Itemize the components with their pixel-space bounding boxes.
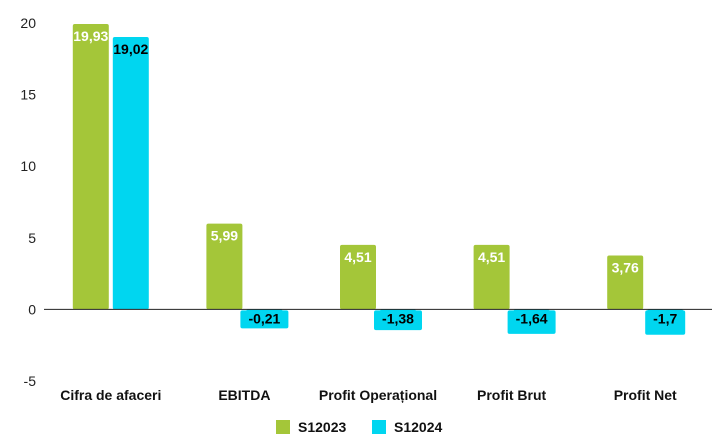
category-label: Profit Operațional <box>319 387 437 403</box>
data-label: -1,64 <box>516 310 548 326</box>
bar-s12023-2[interactable] <box>206 223 243 310</box>
y-axis: -5 0 5 10 15 20 <box>20 15 36 389</box>
category-label: Profit Net <box>614 387 677 403</box>
category-label: EBITDA <box>218 387 270 403</box>
y-tick-label: 20 <box>20 15 36 31</box>
legend-label-s12023: S12023 <box>298 419 346 435</box>
data-label: 4,51 <box>478 249 505 265</box>
data-label: -1,7 <box>653 310 677 326</box>
legend: S12023 S12024 <box>276 419 442 435</box>
y-tick-label: 5 <box>28 230 36 246</box>
bars <box>72 24 684 334</box>
legend-swatch-s12023 <box>276 420 290 434</box>
bar-s12023-1[interactable] <box>72 24 109 310</box>
y-tick-label: 10 <box>20 158 36 174</box>
label-background <box>240 310 289 329</box>
data-label: 5,99 <box>211 228 238 244</box>
y-tick-label: 15 <box>20 87 36 103</box>
legend-label-s12024: S12024 <box>394 419 442 435</box>
data-label: -0,21 <box>248 310 280 326</box>
label-background <box>645 310 686 335</box>
label-background <box>374 310 422 331</box>
bar-s12023-5[interactable] <box>607 255 644 310</box>
data-label: 3,76 <box>612 260 639 276</box>
legend-swatch-s12024 <box>372 420 386 434</box>
label-background <box>507 310 556 334</box>
category-label: Profit Brut <box>477 387 547 403</box>
y-tick-label: -5 <box>24 373 37 389</box>
bar-s12023-4[interactable] <box>473 244 510 310</box>
bar-s12023-3[interactable] <box>340 244 376 310</box>
y-tick-label: 0 <box>28 301 36 317</box>
bar-s12024-1[interactable] <box>112 37 149 310</box>
category-label: Cifra de afaceri <box>60 387 161 403</box>
data-label: -1,38 <box>382 310 414 326</box>
data-label: 4,51 <box>344 249 371 265</box>
x-axis: Cifra de afaceri EBITDA Profit Operațional… <box>60 387 677 403</box>
data-label: 19,02 <box>113 41 148 57</box>
data-label: 19,93 <box>73 28 108 44</box>
data-labels: 19,93 19,02 5,99 -0,21 4,51 -1,38 4,51 -1,64 3,7… <box>73 28 686 335</box>
